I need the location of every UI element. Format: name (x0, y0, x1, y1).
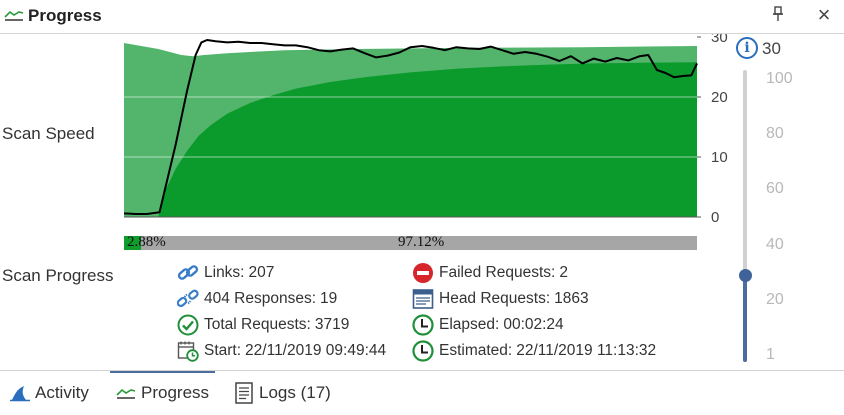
slider-tick-label: 80 (766, 125, 784, 143)
speed-area-series-1 (124, 62, 697, 218)
tab-logs[interactable]: Logs (17) (234, 371, 331, 415)
speed-slider-handle[interactable] (739, 268, 752, 282)
panel-header: Progress × (0, 0, 844, 34)
total-requests-value: 3719 (314, 316, 350, 333)
tab-logs-label: Logs (17) (259, 383, 331, 402)
close-icon[interactable]: × (817, 2, 831, 27)
stat-failed-requests: Failed Requests: 2 (411, 261, 568, 285)
tab-activity[interactable]: Activity (10, 371, 89, 415)
elapsed-value: 00:02:24 (503, 316, 564, 333)
clock-icon (411, 339, 435, 363)
panel-title: Progress (28, 6, 102, 25)
stat-head-requests: Head Requests: 1863 (411, 287, 589, 311)
info-icon[interactable]: i (736, 37, 758, 59)
broken-link-icon (176, 287, 200, 311)
progress-done-text: 2.88% (127, 234, 166, 250)
404-responses-value: 19 (320, 290, 338, 307)
current-speed-value: 30 (762, 39, 781, 58)
progress-bar-fill (124, 236, 141, 250)
log-document-icon (234, 382, 254, 404)
document-icon (411, 287, 435, 311)
scan-progress-label: Scan Progress (2, 266, 114, 285)
tab-progress[interactable]: Progress (109, 371, 216, 415)
slider-tick-label: 20 (766, 290, 784, 308)
start-value: 22/11/2019 09:49:44 (245, 342, 387, 359)
clock-icon (411, 313, 435, 337)
pin-icon[interactable] (768, 6, 788, 26)
slider-tick-label: 40 (766, 235, 784, 253)
speed-slider-fill (743, 275, 747, 362)
stat-start: Start: 22/11/2019 09:49:44 (176, 339, 386, 363)
estimated-value: 22/11/2019 11:13:32 (516, 342, 657, 359)
tab-activity-label: Activity (35, 383, 89, 402)
shark-fin-icon (10, 384, 30, 402)
progress-chart-icon (116, 386, 136, 400)
slider-tick-label: 60 (766, 180, 784, 198)
calendar-clock-icon (176, 339, 200, 363)
speed-slider-track[interactable] (743, 70, 747, 362)
y-tick-label: 0 (711, 209, 719, 226)
progress-chart-icon (4, 8, 24, 22)
y-tick-label: 10 (711, 149, 728, 166)
scan-speed-chart: 30 20 10 0 (124, 34, 728, 226)
stat-elapsed: Elapsed: 00:02:24 (411, 313, 564, 337)
stat-links: Links: 207 (176, 261, 274, 285)
head-requests-value: 1863 (554, 290, 589, 307)
speed-line-series (124, 39, 698, 215)
slider-tick-label: 100 (766, 70, 793, 87)
scan-speed-label: Scan Speed (2, 124, 95, 143)
y-tick-label: 30 (711, 34, 728, 46)
link-icon (176, 261, 200, 285)
scan-progress-bar: 2.88% 97.12% (124, 234, 697, 250)
stat-total-requests: Total Requests: 3719 (176, 313, 349, 337)
links-value: 207 (248, 264, 275, 281)
y-tick-label: 20 (711, 89, 728, 106)
bottom-tab-bar: Activity Progress Logs (17) (0, 370, 844, 415)
progress-remaining-text: 97.12% (398, 234, 445, 250)
slider-tick-label: 1 (766, 346, 775, 363)
stat-estimated: Estimated: 22/11/2019 11:13:32 (411, 339, 656, 363)
tab-progress-label: Progress (141, 383, 210, 402)
stat-404-responses: 404 Responses: 19 (176, 287, 337, 311)
check-circle-icon (176, 313, 200, 337)
no-entry-icon (411, 261, 435, 285)
failed-requests-value: 2 (559, 264, 568, 281)
